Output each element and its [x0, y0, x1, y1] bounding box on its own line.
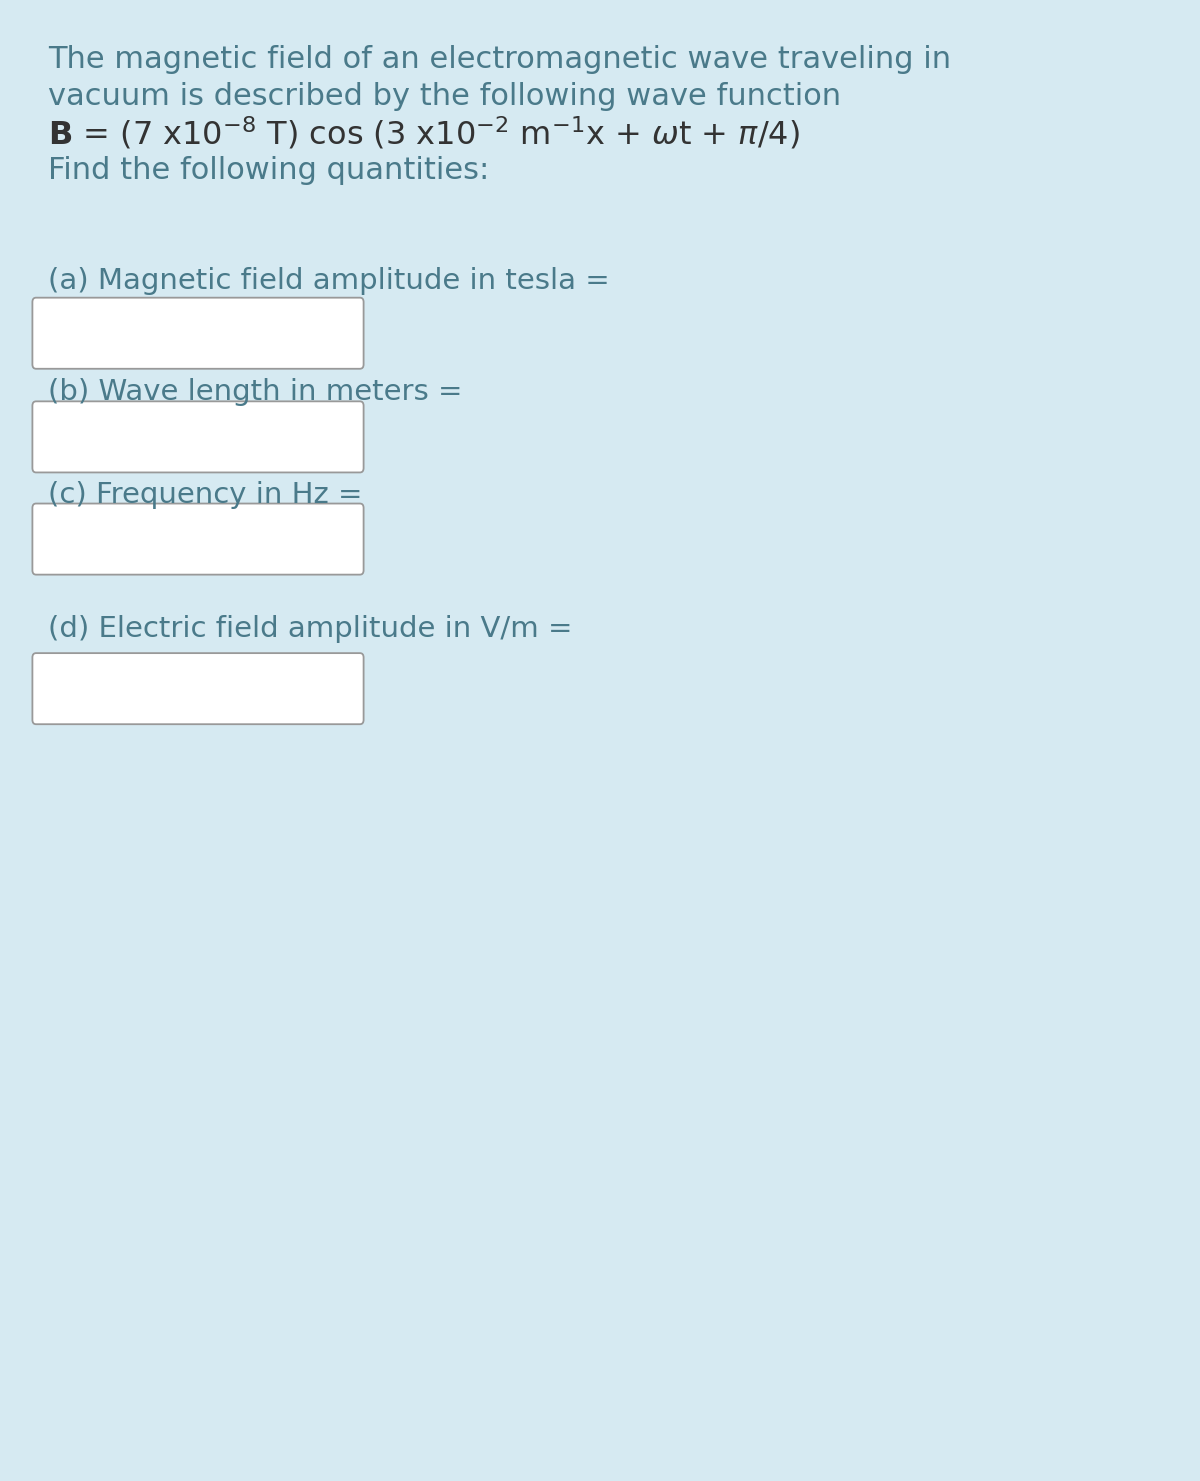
FancyBboxPatch shape — [32, 504, 364, 575]
Text: (b) Wave length in meters =: (b) Wave length in meters = — [48, 379, 462, 406]
Text: vacuum is described by the following wave function: vacuum is described by the following wav… — [48, 81, 841, 111]
Text: (a) Magnetic field amplitude in tesla =: (a) Magnetic field amplitude in tesla = — [48, 268, 610, 295]
FancyBboxPatch shape — [32, 653, 364, 724]
Text: (c) Frequency in Hz =: (c) Frequency in Hz = — [48, 481, 362, 508]
Text: (d) Electric field amplitude in V/m =: (d) Electric field amplitude in V/m = — [48, 616, 572, 643]
FancyBboxPatch shape — [32, 298, 364, 369]
Text: The magnetic field of an electromagnetic wave traveling in: The magnetic field of an electromagnetic… — [48, 44, 952, 74]
Text: $\mathbf{B}$ = (7 x10$^{-8}$ T) cos (3 x10$^{-2}$ m$^{-1}$x + $\omega$t + $\pi$/: $\mathbf{B}$ = (7 x10$^{-8}$ T) cos (3 x… — [48, 116, 800, 151]
FancyBboxPatch shape — [32, 401, 364, 472]
Text: Find the following quantities:: Find the following quantities: — [48, 156, 490, 185]
